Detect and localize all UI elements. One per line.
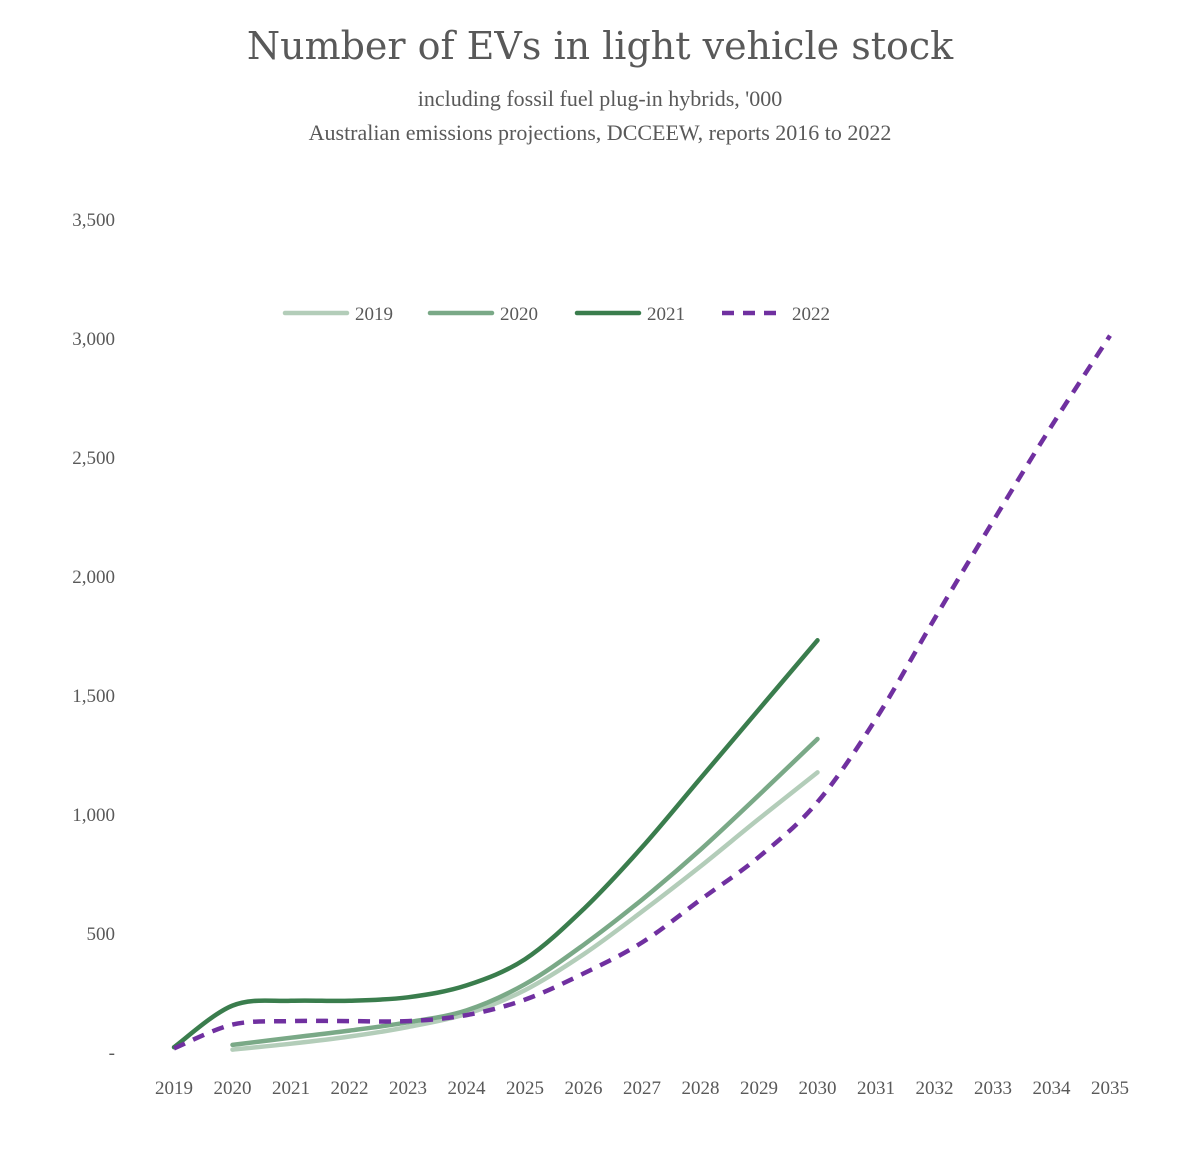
y-tick-label: 3,000 xyxy=(72,329,115,350)
series-line-2020 xyxy=(230,736,820,1048)
x-axis: 2019 2020 2021 2022 2023 2024 2025 2026 2027 2028… xyxy=(155,1078,1129,1099)
series-line-2022 xyxy=(173,334,1112,1051)
x-tick-label: 2021 xyxy=(272,1078,310,1099)
legend-item-2020: 2020 xyxy=(427,304,538,325)
x-tick-label: 2031 xyxy=(857,1078,895,1099)
x-tick-label: 2024 xyxy=(448,1078,487,1099)
legend-label: 2019 xyxy=(355,304,393,325)
y-tick-label: 2,500 xyxy=(72,448,115,469)
legend: 2019 2020 2021 2022 xyxy=(282,304,830,325)
y-tick-label: 1,000 xyxy=(72,805,115,826)
legend-label: 2022 xyxy=(792,304,830,325)
x-tick-label: 2019 xyxy=(155,1078,193,1099)
legend-item-2021: 2021 xyxy=(574,304,685,325)
legend-item-2022: 2022 xyxy=(722,304,830,325)
x-tick-label: 2035 xyxy=(1091,1078,1129,1099)
y-axis: - 500 1,000 1,500 2,000 2,500 3,000 3,500 xyxy=(72,210,115,1064)
y-tick-label: 3,500 xyxy=(72,210,115,231)
x-tick-label: 2028 xyxy=(682,1078,720,1099)
x-tick-label: 2023 xyxy=(389,1078,427,1099)
x-tick-label: 2033 xyxy=(974,1078,1012,1099)
x-tick-label: 2022 xyxy=(331,1078,369,1099)
x-tick-label: 2020 xyxy=(214,1078,252,1099)
y-tick-label: 500 xyxy=(87,924,116,945)
legend-item-2019: 2019 xyxy=(282,304,393,325)
legend-label: 2020 xyxy=(500,304,538,325)
y-tick-label: 2,000 xyxy=(72,567,115,588)
x-tick-label: 2030 xyxy=(799,1078,837,1099)
x-tick-label: 2034 xyxy=(1033,1078,1072,1099)
x-tick-label: 2032 xyxy=(916,1078,954,1099)
series-layer xyxy=(171,334,1112,1052)
series-line-2019 xyxy=(230,770,820,1052)
x-tick-label: 2026 xyxy=(565,1078,603,1099)
chart-subtitle-source: Australian emissions projections, DCCEEW… xyxy=(308,120,892,145)
x-tick-label: 2025 xyxy=(506,1078,544,1099)
x-tick-label: 2027 xyxy=(623,1078,661,1099)
chart-subtitle-units: including fossil fuel plug-in hybrids, '… xyxy=(417,86,783,111)
y-tick-label: 1,500 xyxy=(72,686,115,707)
y-tick-label: - xyxy=(109,1043,115,1064)
x-tick-label: 2029 xyxy=(740,1078,778,1099)
chart-title: Number of EVs in light vehicle stock xyxy=(246,24,954,68)
legend-label: 2021 xyxy=(647,304,685,325)
series-line-2021 xyxy=(171,638,820,1050)
